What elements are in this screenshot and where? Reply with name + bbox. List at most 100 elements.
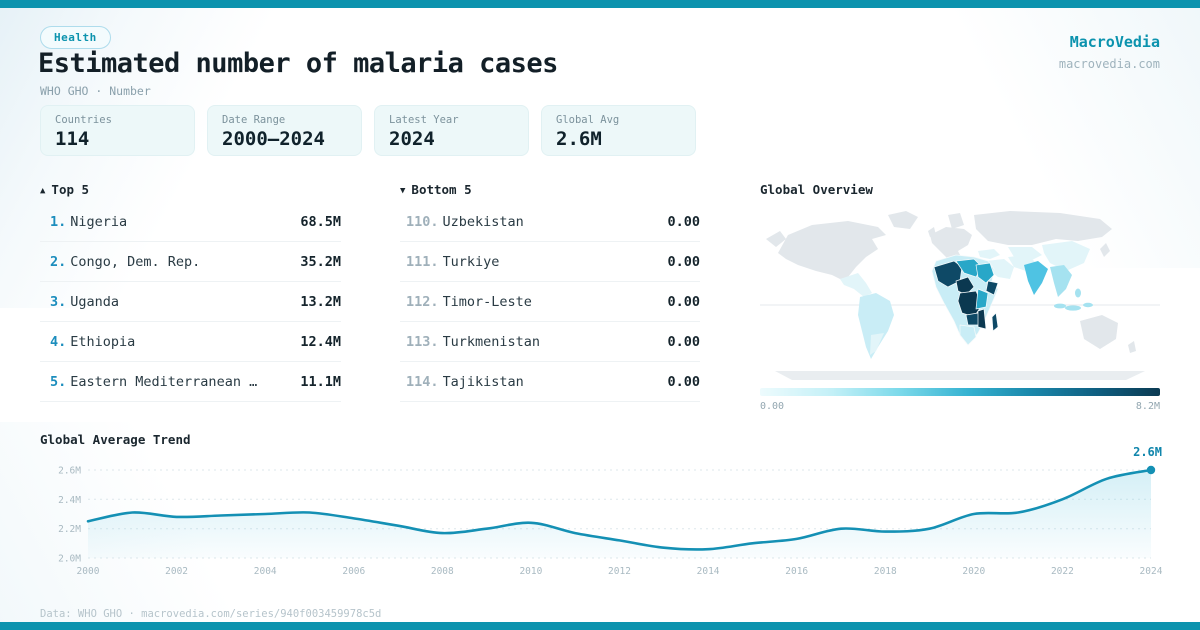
country-name: Timor-Leste: [442, 293, 532, 310]
svg-text:2018: 2018: [874, 566, 897, 577]
rank-label: 114.: [406, 373, 439, 390]
color-scale-labels: 0.00 8.2M: [760, 401, 1160, 412]
country-name: Turkiye: [442, 253, 500, 270]
stat-value: 114: [55, 128, 90, 150]
svg-text:2002: 2002: [165, 566, 188, 577]
page-title: Estimated number of malaria cases: [38, 48, 558, 79]
country-name: Uzbekistan: [442, 213, 524, 230]
list-item: 114. Tajikistan 0.00: [400, 362, 700, 402]
bottom5-rows: 110. Uzbekistan 0.00 111. Turkiye 0.00 1…: [400, 202, 700, 402]
country-name: Eastern Mediterranean …: [70, 373, 258, 390]
country-value: 0.00: [667, 373, 700, 390]
page-subtitle: WHO GHO · Number: [40, 84, 151, 98]
svg-text:2022: 2022: [1051, 566, 1074, 577]
list-item: 1. Nigeria 68.5M: [40, 202, 341, 242]
triangle-down-icon: ▼: [400, 186, 406, 196]
country-value: 0.00: [667, 293, 700, 310]
top5-panel: ▲ Top 5 1. Nigeria 68.5M 2. Congo, Dem. R…: [40, 182, 341, 402]
world-map: [760, 211, 1160, 380]
rank-label: 110.: [406, 213, 439, 230]
svg-text:2024: 2024: [1140, 566, 1163, 577]
map-africa: [931, 254, 999, 346]
stat-value: 2024: [389, 128, 435, 150]
rank-label: 112.: [406, 293, 439, 310]
country-value: 0.00: [667, 333, 700, 350]
country-value: 35.2M: [300, 253, 341, 270]
svg-text:2004: 2004: [254, 566, 277, 577]
svg-text:2016: 2016: [785, 566, 808, 577]
svg-text:2000: 2000: [77, 566, 100, 577]
country-name: Tajikistan: [442, 373, 524, 390]
bottom5-title: Bottom 5: [411, 182, 472, 197]
stat-card-date-range: Date Range 2000—2024: [207, 105, 362, 156]
scale-min-label: 0.00: [760, 401, 785, 412]
country-name: Congo, Dem. Rep.: [70, 253, 201, 270]
rank-label: 4.: [50, 333, 67, 350]
triangle-up-icon: ▲: [40, 186, 46, 196]
bottom5-panel: ▼ Bottom 5 110. Uzbekistan 0.00 111. Turk…: [400, 182, 700, 402]
svg-text:2012: 2012: [608, 566, 631, 577]
stat-label: Date Range: [222, 114, 286, 126]
svg-text:2010: 2010: [519, 566, 542, 577]
rank-label: 5.: [50, 373, 67, 390]
list-item: 2. Congo, Dem. Rep. 35.2M: [40, 242, 341, 282]
svg-text:2.6M: 2.6M: [1133, 445, 1162, 459]
list-item: 5. Eastern Mediterranean … 11.1M: [40, 362, 341, 402]
footer-source-text: Data: WHO GHO · macrovedia.com/series/94…: [40, 608, 382, 620]
list-item: 112. Timor-Leste 0.00: [400, 282, 700, 322]
country-name: Ethiopia: [70, 333, 136, 350]
stat-cards-row: Countries 114 Date Range 2000—2024 Lates…: [40, 105, 696, 156]
stat-card-global-avg: Global Avg 2.6M: [541, 105, 696, 156]
rank-label: 3.: [50, 293, 67, 310]
choropleth-color-scale: [760, 388, 1160, 396]
list-item: 113. Turkmenistan 0.00: [400, 322, 700, 362]
stat-card-countries: Countries 114: [40, 105, 195, 156]
country-name: Turkmenistan: [442, 333, 541, 350]
scale-max-label: 8.2M: [1135, 401, 1160, 412]
country-name: Nigeria: [70, 213, 128, 230]
rank-label: 1.: [50, 213, 67, 230]
map-india: [1024, 261, 1048, 295]
trend-line-chart: 2.0M 2.2M 2.4M 2.6M 2000 2002 2004 2006 2008 2010…: [58, 445, 1163, 577]
stat-label: Countries: [55, 114, 112, 126]
list-item: 4. Ethiopia 12.4M: [40, 322, 341, 362]
svg-text:2014: 2014: [697, 566, 720, 577]
top-accent-bar: [0, 0, 1200, 8]
svg-text:2006: 2006: [342, 566, 365, 577]
svg-text:2.2M: 2.2M: [58, 524, 81, 535]
top5-title: Top 5: [51, 182, 90, 197]
country-name: Uganda: [70, 293, 120, 310]
country-value: 13.2M: [300, 293, 341, 310]
country-value: 12.4M: [300, 333, 341, 350]
map-title: Global Overview: [760, 182, 873, 197]
stat-label: Global Avg: [556, 114, 620, 126]
country-value: 68.5M: [300, 213, 341, 230]
brand-name: MacroVedia: [1069, 33, 1160, 51]
svg-text:2.0M: 2.0M: [58, 554, 81, 565]
brand-block: MacroVedia macrovedia.com: [1059, 33, 1160, 71]
stat-card-latest-year: Latest Year 2024: [374, 105, 529, 156]
category-badge: Health: [40, 26, 111, 49]
top5-header: ▲ Top 5: [40, 182, 341, 200]
bottom5-header: ▼ Bottom 5: [400, 182, 700, 200]
svg-text:2020: 2020: [962, 566, 985, 577]
list-item: 3. Uganda 13.2M: [40, 282, 341, 322]
map-panel: Global Overview: [760, 182, 1160, 412]
brand-domain: macrovedia.com: [1058, 57, 1160, 71]
country-value: 0.00: [667, 253, 700, 270]
top5-rows: 1. Nigeria 68.5M 2. Congo, Dem. Rep. 35.…: [40, 202, 341, 402]
list-item: 110. Uzbekistan 0.00: [400, 202, 700, 242]
svg-text:2.4M: 2.4M: [58, 495, 81, 506]
svg-text:2.6M: 2.6M: [58, 466, 81, 477]
stat-value: 2000—2024: [222, 128, 325, 150]
rank-label: 111.: [406, 253, 439, 270]
stat-value: 2.6M: [556, 128, 602, 150]
bottom-accent-bar: [0, 622, 1200, 630]
country-value: 11.1M: [300, 373, 341, 390]
list-item: 111. Turkiye 0.00: [400, 242, 700, 282]
stat-label: Latest Year: [389, 114, 459, 126]
rank-label: 2.: [50, 253, 67, 270]
svg-text:2008: 2008: [431, 566, 454, 577]
country-value: 0.00: [667, 213, 700, 230]
